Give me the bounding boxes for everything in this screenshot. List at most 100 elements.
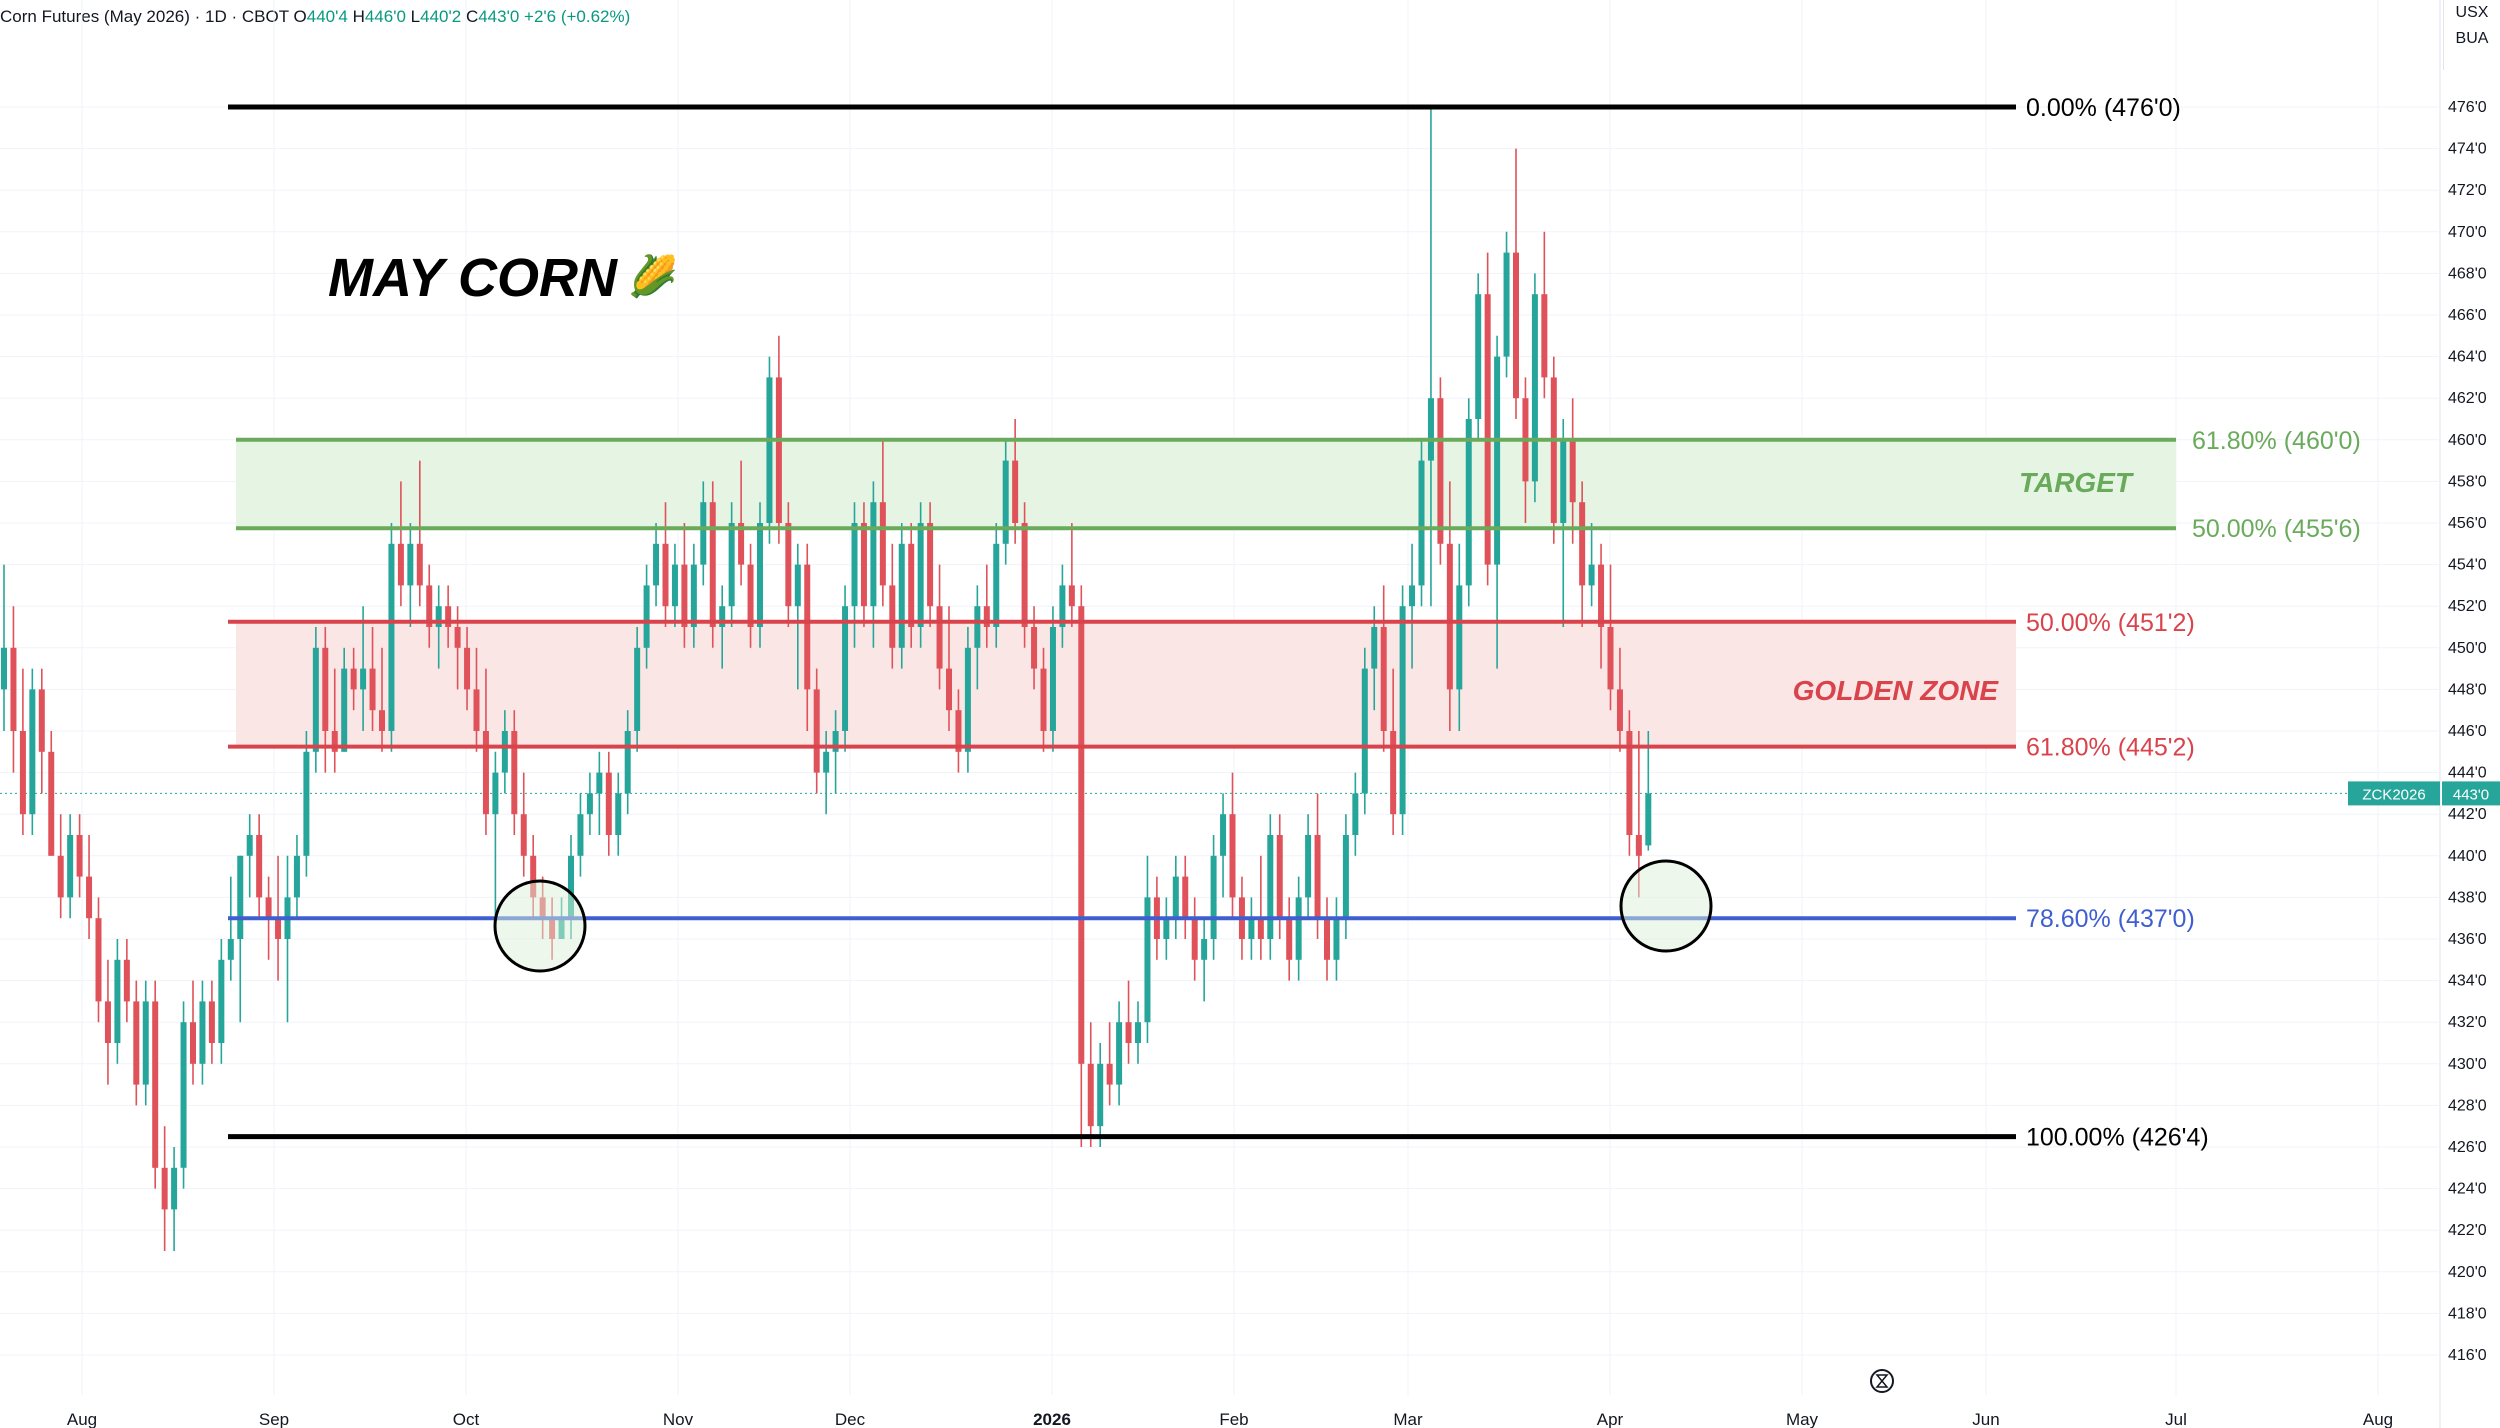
timer-icon[interactable]: [1870, 1369, 1894, 1393]
open-value: 440'4: [306, 7, 348, 26]
candle-body: [832, 731, 839, 752]
fib-label: 78.60% (437'0): [2026, 905, 2195, 933]
candle: [1040, 647, 1047, 752]
candle-body: [1031, 627, 1038, 669]
candle: [605, 751, 612, 856]
y-tick-label: 418'0: [2448, 1305, 2487, 1322]
candle-body: [671, 564, 678, 607]
candle-body: [38, 689, 45, 752]
candle-body: [804, 564, 811, 690]
candle: [889, 543, 896, 669]
candle-body: [530, 855, 537, 898]
candle: [1569, 398, 1576, 544]
candle: [1144, 855, 1151, 1043]
candle-body: [1040, 668, 1047, 731]
candle-body: [360, 668, 367, 690]
candle-body: [1588, 564, 1595, 586]
candle-body: [823, 751, 830, 773]
candle-body: [1465, 419, 1472, 586]
candle: [1324, 897, 1330, 981]
candle-body: [246, 835, 253, 856]
candle-body: [860, 523, 867, 607]
chart-title: MAY CORN: [328, 248, 618, 308]
candle: [1257, 855, 1264, 960]
candle: [1541, 231, 1548, 399]
candle-body: [275, 918, 282, 939]
candle-body: [1446, 543, 1453, 690]
candle: [813, 668, 820, 794]
candle-body: [1059, 585, 1066, 627]
candle-body: [501, 731, 508, 773]
corn-emoji: 🌽: [628, 252, 678, 299]
candle-body: [1456, 585, 1463, 690]
candle: [1494, 335, 1501, 669]
unit-selector[interactable]: USX BUA: [2443, 0, 2500, 70]
candle-body: [152, 1001, 159, 1168]
candle: [832, 710, 839, 794]
candle: [1427, 107, 1434, 607]
candle-body: [19, 731, 26, 815]
candle-body: [435, 606, 442, 627]
candle-body: [350, 668, 357, 690]
candle: [955, 689, 962, 773]
candle-body: [1097, 1063, 1104, 1127]
symbol-title[interactable]: Corn Futures (May 2026) · 1D · CBOT: [0, 7, 289, 26]
candle-body: [1626, 731, 1633, 835]
candle-body: [1513, 252, 1519, 399]
candle: [1163, 897, 1170, 960]
high-value: 446'0: [364, 7, 406, 26]
golden-zone: [236, 621, 2016, 747]
candle: [1380, 585, 1387, 752]
candle: [747, 543, 754, 648]
candle-body: [104, 1001, 111, 1043]
candle-body: [1550, 377, 1557, 523]
y-tick-label: 434'0: [2448, 973, 2487, 990]
candle: [1513, 148, 1519, 419]
y-tick-label: 432'0: [2448, 1014, 2487, 1031]
candle-body: [1078, 606, 1085, 1064]
candle: [936, 564, 943, 690]
change-value: +2'6 (+0.62%): [524, 7, 631, 26]
candle-body: [1324, 918, 1330, 960]
candle: [1059, 564, 1066, 648]
candle: [964, 627, 971, 773]
high-label: H: [352, 7, 365, 26]
symbol-badge-bg: [2348, 781, 2440, 806]
candle: [190, 980, 196, 1085]
candle-body: [190, 1022, 196, 1064]
candle: [766, 356, 773, 544]
candle: [879, 439, 886, 607]
candle: [1220, 793, 1227, 898]
candle: [95, 897, 102, 1023]
candle: [379, 647, 385, 752]
y-tick-label: 428'0: [2448, 1097, 2487, 1114]
currency-unit[interactable]: USX: [2455, 4, 2489, 21]
candle-body: [1182, 876, 1189, 919]
candle: [1352, 772, 1359, 856]
candle: [1475, 273, 1482, 440]
candle-body: [700, 502, 707, 565]
candle-body: [842, 606, 849, 731]
candle-body: [596, 772, 603, 794]
y-tick-label: 422'0: [2448, 1222, 2487, 1239]
candle-body: [133, 1001, 140, 1085]
candle: [1588, 523, 1595, 607]
candle-body: [95, 918, 102, 1002]
candle-body: [1361, 668, 1368, 794]
candle-body: [615, 793, 622, 835]
candle-body: [757, 523, 763, 627]
candle-body: [577, 814, 584, 856]
candle: [341, 647, 348, 752]
candle-body: [1144, 897, 1151, 1023]
candle: [1106, 1022, 1113, 1106]
candle-body: [1257, 918, 1264, 939]
quantity-unit[interactable]: BUA: [2455, 30, 2489, 47]
fib-label: 100.00% (426'4): [2026, 1124, 2209, 1152]
candle: [511, 710, 518, 835]
candle: [426, 564, 433, 648]
y-tick-label: 426'0: [2448, 1139, 2487, 1156]
candle: [1002, 439, 1009, 565]
support-circle-oct: [493, 879, 587, 973]
candle: [501, 710, 508, 794]
